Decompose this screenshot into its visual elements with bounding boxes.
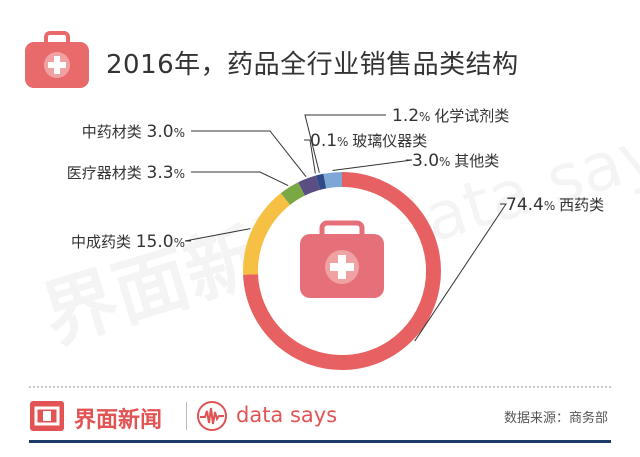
- slice-5: [316, 173, 327, 190]
- slice-label-2: 医疗器材类 3.3%: [67, 163, 185, 183]
- slice-label-5: 1.2% 化学试剂类: [392, 106, 509, 126]
- slice-label-0: 74.4% 西药类: [506, 195, 604, 215]
- slice-label-4: 0.1% 玻璃仪器类: [310, 131, 427, 151]
- slice-label-3: 中药材类 3.0%: [82, 122, 185, 142]
- footer-bar: [29, 440, 611, 443]
- leader-line-2: [191, 171, 289, 187]
- slice-label-1: 中成药类 15.0%: [71, 232, 185, 252]
- jiemian-logo-icon: [30, 401, 64, 431]
- brand-jiemian[interactable]: 界面新闻: [30, 400, 190, 433]
- slice-3: [298, 175, 320, 196]
- medical-kit-icon: [25, 31, 89, 88]
- footer-divider: [29, 386, 611, 388]
- data-says-brand[interactable]: data says: [236, 403, 338, 427]
- slice-4: [315, 175, 321, 191]
- brand-name: 界面新闻: [74, 408, 163, 433]
- slice-6: [323, 172, 342, 189]
- slice-2: [280, 182, 305, 205]
- source-note: 数据来源：商务部: [503, 411, 608, 426]
- leader-line-6: [332, 159, 413, 171]
- slice-1: [242, 193, 291, 275]
- brand-separator: [186, 402, 187, 430]
- center-medical-kit-icon: [258, 187, 426, 355]
- leader-line-3: [191, 130, 307, 177]
- leader-line-1: [184, 228, 251, 242]
- data-says-logo-icon: [197, 401, 227, 431]
- leader-line-4: [304, 139, 316, 174]
- slice-label-6: 3.0% 其他类: [412, 151, 499, 171]
- leader-line-0: [414, 203, 507, 342]
- chart-title: 2016年，药品全行业销售品类结构: [106, 50, 519, 80]
- leader-line-5: [304, 114, 386, 173]
